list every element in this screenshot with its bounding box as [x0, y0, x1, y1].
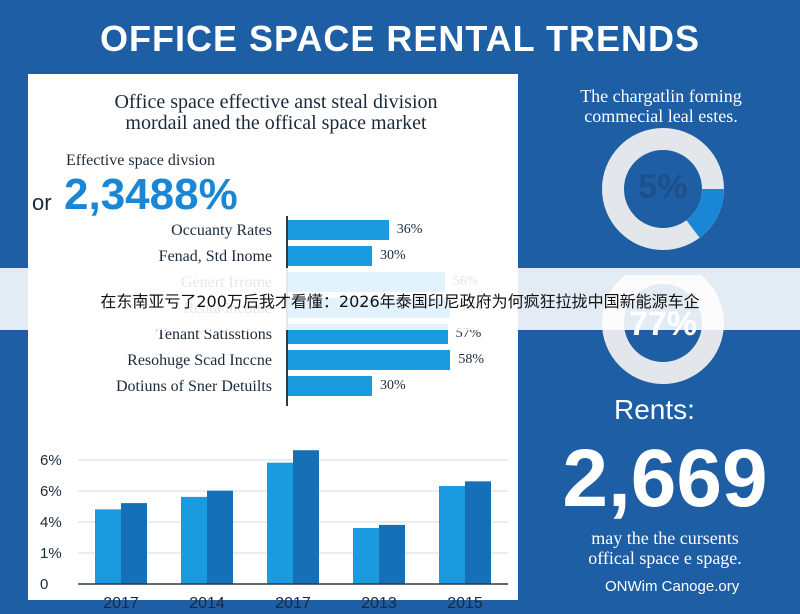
right-caption: The chargatlin forning commecial leal es… — [545, 86, 777, 126]
rents-label: Rents: — [614, 394, 695, 425]
big-value: 2,3488% — [64, 170, 238, 219]
panel-heading-line1: Office space effective anst steal divisi… — [114, 91, 438, 113]
vbar-bar — [207, 490, 233, 584]
hbar-bar — [288, 350, 451, 370]
hbar-category-label: Tenant Satisstions — [156, 326, 272, 343]
y-tick-label: 1% — [40, 545, 62, 562]
donut-chart-1: 5% — [588, 124, 738, 254]
y-tick-label: 6% — [40, 452, 62, 469]
vbar-bar — [181, 496, 207, 584]
right-caption-line2: commecial leal estes. — [584, 106, 738, 126]
left-panel: Office space effective anst steal divisi… — [28, 74, 518, 612]
hbar-row: Dotiuns of Sner Detuilts 30% — [28, 376, 518, 398]
vbar-bar — [439, 486, 465, 584]
rents-caption-line2: offical space e spage. — [588, 548, 742, 568]
footer-source: ONWim Canoge.ory — [605, 578, 740, 595]
vbar-bar — [121, 503, 147, 584]
hbar-value-label: 30% — [380, 378, 406, 393]
hbar-row: Tenant Satisstions 57% — [28, 324, 518, 346]
hbar-category-label: Resohuge Scad Inccne — [127, 352, 272, 369]
hbar-bar — [288, 376, 372, 396]
panel-heading-line2: mordail aned the offical space market — [125, 112, 427, 134]
donut-1-label: 5% — [638, 168, 688, 206]
effective-label: Effective space divsion — [66, 152, 215, 169]
y-tick-label: 4% — [40, 514, 62, 531]
vbar-bar — [353, 528, 379, 584]
hbar-category-label: Dotiuns of Sner Detuilts — [116, 378, 272, 395]
x-tick-label: 2017 — [275, 595, 311, 612]
donut-1-ring — [602, 128, 724, 250]
rents-caption-line1: may the the cursents — [591, 528, 739, 548]
vbar-bar — [95, 509, 121, 584]
overlay-banner: 在东南亚亏了200万后我才看懂：2026年泰国印尼政府为何疯狂拉拢中国新能源车企 — [0, 268, 800, 330]
right-caption-line1: The chargatlin forning — [580, 86, 742, 106]
hbar-bar — [288, 246, 372, 266]
big-prefix: or — [32, 190, 52, 215]
x-tick-label: 2014 — [189, 595, 225, 612]
vbar-bar — [379, 524, 405, 584]
page-title: OFFICE SPACE RENTAL TRENDS — [99, 18, 701, 59]
rents-caption: may the the cursents offical space e spa… — [545, 528, 785, 568]
hbar-value-label: 30% — [380, 248, 406, 263]
hbar-row: Resohuge Scad Inccne 58% — [28, 350, 518, 372]
vbar-bar — [465, 481, 491, 584]
hbar-category-label: Occuanty Rates — [171, 222, 272, 239]
overlay-banner-text: 在东南亚亏了200万后我才看懂：2026年泰国印尼政府为何疯狂拉拢中国新能源车企 — [100, 292, 700, 311]
hbar-value-label: 36% — [396, 222, 423, 237]
hbar-row: Fenad, Std Inome 30% — [28, 246, 518, 268]
x-tick-label: 2015 — [447, 595, 483, 612]
y-tick-label: 6% — [40, 483, 62, 500]
panel-heading: Office space effective anst steal divisi… — [56, 92, 496, 134]
vbar-bar — [267, 462, 293, 584]
hbar-category-label: Fenad, Std Inome — [158, 248, 272, 265]
hbar-row: Occuanty Rates 36% — [28, 220, 518, 242]
hbar-bar — [288, 220, 389, 240]
rents-value: 2,669 — [562, 433, 768, 524]
y-tick-label: 0 — [40, 576, 48, 593]
x-tick-label: 2017 — [103, 595, 139, 612]
vertical-bar-chart: 6% 6% 4% 1% 0 2017 2014 2017 2013 2015 — [40, 450, 508, 612]
vbar-bar — [293, 450, 319, 584]
x-tick-label: 2013 — [361, 595, 397, 612]
hbar-value-label: 58% — [458, 352, 485, 367]
